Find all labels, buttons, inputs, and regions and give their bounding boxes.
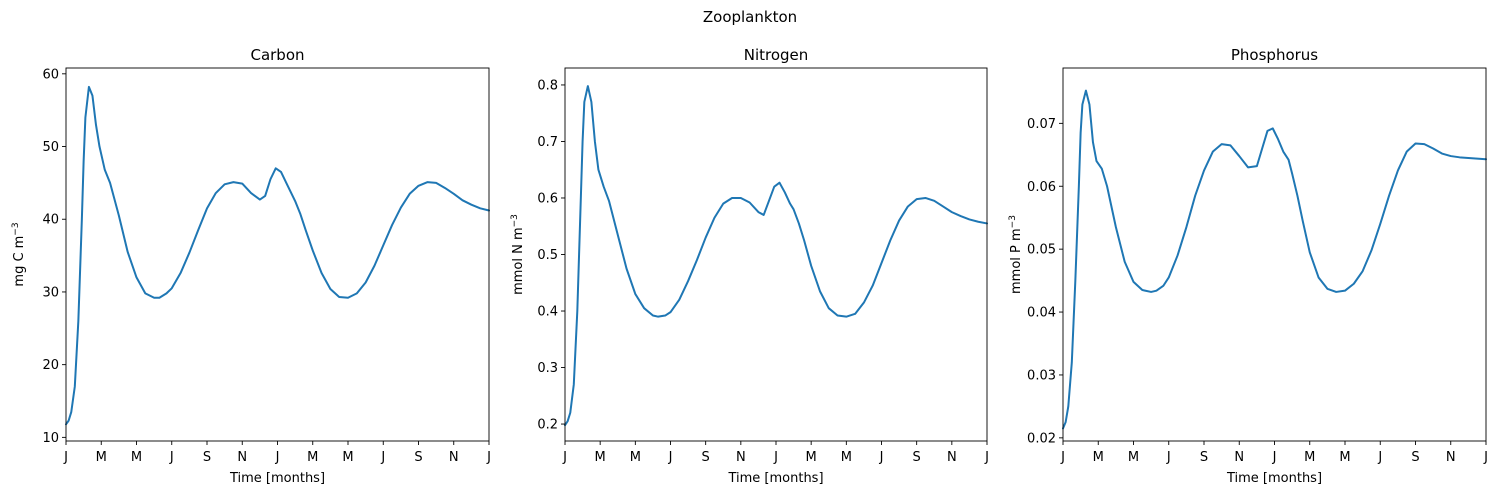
x-tick-label: J <box>275 450 280 465</box>
x-axis-label: Time [months] <box>229 471 325 486</box>
y-axis-label-text: mmol P m <box>1009 228 1024 294</box>
chart-title: Phosphorus <box>1231 46 1318 64</box>
x-tick-label: M <box>1093 450 1104 465</box>
x-tick-label: J <box>1483 450 1488 465</box>
chart-panels: Carbon 10 20 30 40 50 60 J M M J S N J M M J S N J Time [mon… <box>11 46 1488 486</box>
x-tick-label: J <box>486 450 491 465</box>
y-tick-label: 50 <box>42 140 59 155</box>
x-tick-label: S <box>1411 450 1419 465</box>
y-tick-label: 0.8 <box>537 78 558 93</box>
x-tick-label: J <box>1166 450 1171 465</box>
y-tick-label: 30 <box>42 285 59 300</box>
y-axis-label: mmol P m−3 <box>1008 215 1024 294</box>
x-tick-label: M <box>1304 450 1315 465</box>
y-tick-label: 0.06 <box>1027 180 1056 195</box>
x-tick-label: M <box>1339 450 1350 465</box>
x-tick-label: M <box>595 450 606 465</box>
y-tick-label: 0.03 <box>1027 368 1056 383</box>
plot-frame <box>564 67 988 442</box>
x-tick-label: J <box>380 450 385 465</box>
series-line <box>1062 89 1487 430</box>
y-tick-label: 0.7 <box>537 135 558 150</box>
x-tick-label: J <box>562 450 567 465</box>
chart-title: Carbon <box>250 46 304 64</box>
x-tick-label: S <box>1200 450 1208 465</box>
x-tick-label: J <box>1377 450 1382 465</box>
x-tick-label: M <box>131 450 142 465</box>
x-tick-label: M <box>342 450 353 465</box>
y-tick-label: 0.6 <box>537 191 558 206</box>
x-tick-label: J <box>984 450 989 465</box>
x-tick-label: J <box>668 450 673 465</box>
x-tick-label: J <box>879 450 884 465</box>
chart-panel-2: Nitrogen 0.2 0.3 0.4 0.5 0.6 0.7 0.8 J M M J S N J M M J S… <box>510 46 989 486</box>
x-tick-label: S <box>702 450 710 465</box>
x-tick-label: S <box>414 450 422 465</box>
y-tick-label: 20 <box>42 358 59 373</box>
x-axis-label: Time [months] <box>1226 471 1322 486</box>
series-line <box>65 85 490 426</box>
y-axis-label-text: mmol N m <box>511 227 526 295</box>
x-tick-label: J <box>1272 450 1277 465</box>
y-axis-label: mmol N m−3 <box>510 214 526 295</box>
chart-title: Nitrogen <box>744 46 809 64</box>
y-axis-label-text: mg C m <box>12 236 27 287</box>
y-axis-label-exponent: −3 <box>1008 215 1018 228</box>
chart-panel-1: Carbon 10 20 30 40 50 60 J M M J S N J M M J S N J Time [mon… <box>11 46 491 486</box>
x-tick-label: M <box>1128 450 1139 465</box>
x-tick-label: N <box>947 450 957 465</box>
y-tick-label: 60 <box>42 67 59 82</box>
series-line <box>564 85 988 427</box>
y-axis-label-exponent: −3 <box>510 214 520 227</box>
x-tick-label: N <box>1446 450 1456 465</box>
y-tick-label: 0.05 <box>1027 243 1056 258</box>
x-tick-label: S <box>203 450 211 465</box>
x-tick-label: J <box>169 450 174 465</box>
y-tick-label: 0.07 <box>1027 117 1056 132</box>
x-tick-label: M <box>806 450 817 465</box>
x-tick-label: M <box>307 450 318 465</box>
chart-panel-3: Phosphorus 0.02 0.03 0.04 0.05 0.06 0.07 J M M J S N… <box>1008 46 1488 486</box>
y-axis-label-exponent: −3 <box>11 222 21 235</box>
x-tick-label: M <box>96 450 107 465</box>
y-tick-label: 0.02 <box>1027 431 1056 446</box>
x-tick-label: S <box>913 450 921 465</box>
y-tick-label: 0.3 <box>537 361 558 376</box>
x-axis-label: Time [months] <box>727 471 823 486</box>
x-tick-label: J <box>1060 450 1065 465</box>
y-axis-label: mg C m−3 <box>11 222 27 286</box>
x-tick-label: N <box>449 450 459 465</box>
x-tick-label: J <box>773 450 778 465</box>
x-tick-label: N <box>237 450 247 465</box>
x-tick-label: N <box>736 450 746 465</box>
x-tick-label: M <box>841 450 852 465</box>
y-tick-label: 10 <box>42 431 59 446</box>
x-tick-label: N <box>1234 450 1244 465</box>
y-tick-label: 0.2 <box>537 418 558 433</box>
y-tick-label: 0.4 <box>537 305 558 320</box>
x-tick-label: M <box>630 450 641 465</box>
x-tick-label: J <box>63 450 68 465</box>
y-tick-label: 0.04 <box>1027 306 1056 321</box>
figure-title: Zooplankton <box>703 8 797 26</box>
y-tick-label: 40 <box>42 213 59 228</box>
plot-frame <box>1062 67 1487 442</box>
y-tick-label: 0.5 <box>537 248 558 263</box>
